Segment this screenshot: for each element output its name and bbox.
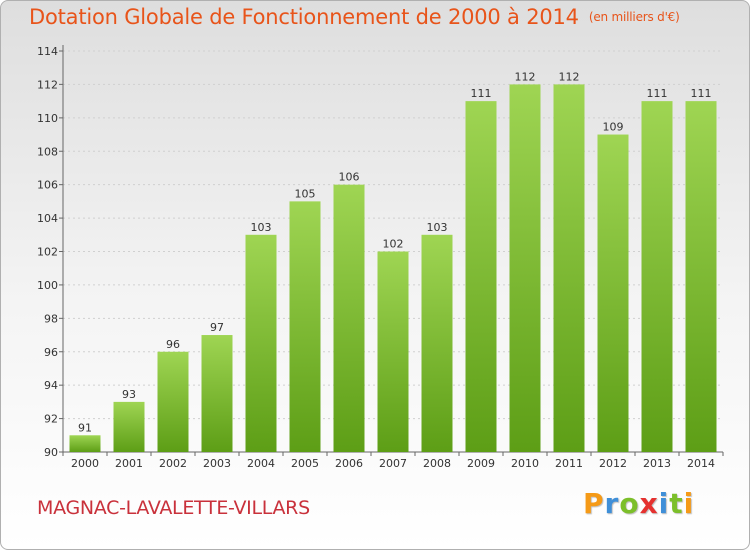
bar-value-label: 91	[78, 421, 92, 434]
proxiti-logo: Proxiti	[583, 487, 694, 520]
logo-letter: P	[583, 487, 605, 520]
bar-value-label: 97	[210, 321, 224, 334]
logo-letter: o	[619, 487, 640, 520]
y-tick-label: 114	[37, 45, 58, 58]
bar	[245, 234, 277, 452]
logo-letter: x	[639, 487, 659, 520]
y-tick-label: 112	[37, 78, 58, 91]
logo-letter: i	[683, 487, 695, 520]
x-tick-label: 2001	[115, 457, 143, 470]
y-tick-label: 104	[37, 212, 58, 225]
x-tick-label: 2004	[247, 457, 275, 470]
bar	[465, 101, 497, 452]
y-tick-label: 92	[44, 413, 58, 426]
bar	[289, 201, 321, 452]
y-tick-label: 102	[37, 246, 58, 259]
bar-value-label: 111	[691, 87, 712, 100]
bar-value-label: 111	[471, 87, 492, 100]
bar-value-label: 103	[427, 221, 448, 234]
bar-value-label: 109	[603, 121, 624, 134]
bar	[597, 134, 629, 452]
commune-name: MAGNAC-LAVALETTE-VILLARS	[37, 497, 310, 519]
x-tick-label: 2012	[599, 457, 627, 470]
bar	[201, 335, 233, 452]
bar	[377, 251, 409, 452]
logo-letter: i	[658, 487, 670, 520]
x-tick-label: 2003	[203, 457, 231, 470]
bar-value-label: 93	[122, 388, 136, 401]
y-tick-label: 96	[44, 346, 58, 359]
bar-value-label: 112	[515, 70, 536, 83]
x-tick-label: 2009	[467, 457, 495, 470]
bar-value-label: 106	[339, 171, 360, 184]
x-tick-label: 2014	[687, 457, 715, 470]
x-tick-label: 2008	[423, 457, 451, 470]
y-tick-label: 106	[37, 179, 58, 192]
y-tick-label: 94	[44, 379, 58, 392]
bar	[641, 101, 673, 452]
bar-value-label: 102	[383, 238, 404, 251]
x-tick-label: 2007	[379, 457, 407, 470]
bar-value-label: 103	[251, 221, 272, 234]
y-tick-label: 98	[44, 312, 58, 325]
chart-title-text: Dotation Globale de Fonctionnement de 20…	[29, 5, 579, 29]
y-tick-label: 90	[44, 446, 58, 459]
bar-value-label: 96	[166, 338, 180, 351]
x-tick-label: 2000	[71, 457, 99, 470]
chart-unit: (en milliers d'€)	[588, 10, 680, 24]
y-tick-label: 108	[37, 145, 58, 158]
bar-value-label: 111	[647, 87, 668, 100]
x-tick-label: 2011	[555, 457, 583, 470]
chart-title: Dotation Globale de Fonctionnement de 20…	[29, 5, 680, 29]
bar	[157, 351, 189, 452]
x-tick-label: 2006	[335, 457, 363, 470]
bar	[69, 435, 101, 452]
bar	[113, 401, 145, 452]
bar	[685, 101, 717, 452]
x-tick-label: 2002	[159, 457, 187, 470]
x-tick-label: 2005	[291, 457, 319, 470]
bar	[509, 84, 541, 453]
bar	[553, 84, 585, 453]
y-tick-label: 110	[37, 112, 58, 125]
bar-value-label: 112	[559, 70, 580, 83]
bar	[421, 234, 453, 452]
logo-letter: t	[669, 487, 684, 520]
bar	[333, 184, 365, 452]
bar-value-label: 105	[295, 187, 316, 200]
y-tick-label: 100	[37, 279, 58, 292]
x-tick-label: 2010	[511, 457, 539, 470]
logo-letter: r	[604, 487, 620, 520]
x-tick-label: 2013	[643, 457, 671, 470]
